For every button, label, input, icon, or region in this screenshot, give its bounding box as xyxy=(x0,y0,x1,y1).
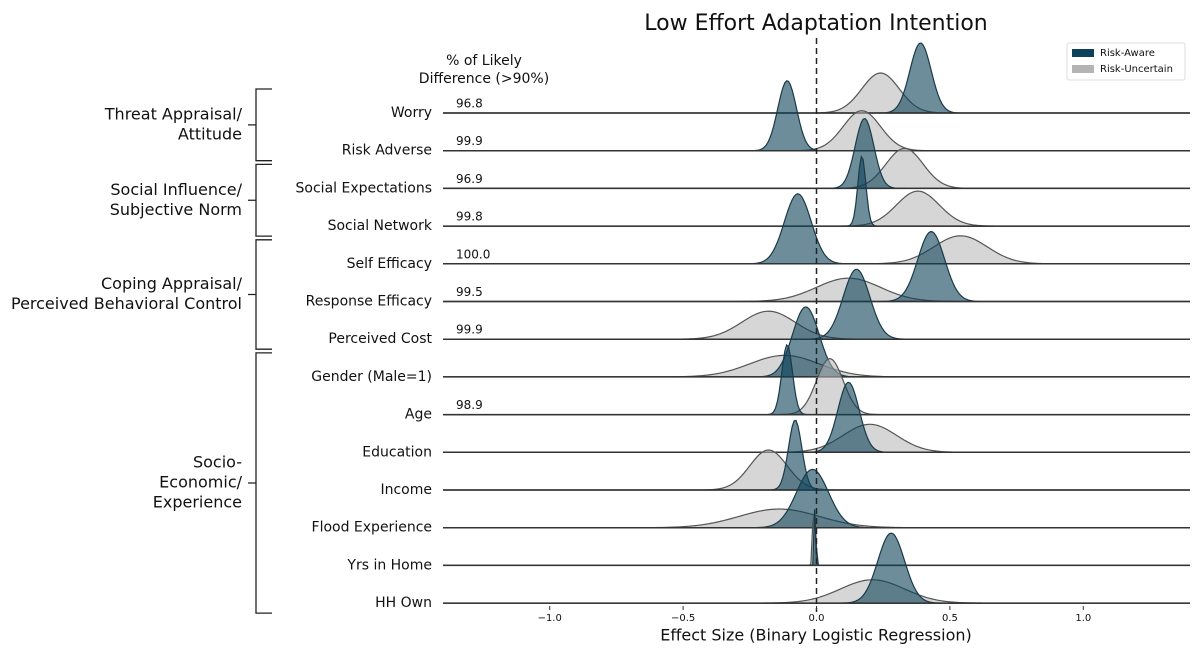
likely-difference-label: 98.9 xyxy=(456,398,483,412)
annotation-header: % of Likely xyxy=(446,53,522,69)
category-label: Flood Experience xyxy=(312,520,432,536)
group-bracket xyxy=(248,239,272,350)
likely-difference-label: 96.9 xyxy=(456,172,483,186)
category-label: Yrs in Home xyxy=(346,557,432,573)
legend-swatch xyxy=(1072,65,1094,73)
chart-title: Low Effort Adaptation Intention xyxy=(644,11,988,36)
category-label: Perceived Cost xyxy=(328,331,432,347)
legend-label: Risk-Uncertain xyxy=(1100,64,1173,75)
legend-frame xyxy=(1066,42,1186,81)
category-label: HH Own xyxy=(375,595,432,611)
category-label: Self Efficacy xyxy=(347,256,432,272)
category-label: Social Network xyxy=(328,218,433,234)
group-label: Attitude xyxy=(178,124,242,143)
likely-difference-label: 99.9 xyxy=(456,323,483,337)
likely-difference-label: 99.5 xyxy=(456,285,483,299)
legend-swatch xyxy=(1072,49,1094,57)
group-bracket xyxy=(248,88,272,162)
group-label: Threat Appraisal/ xyxy=(104,104,243,123)
group-label: Socio- xyxy=(193,453,242,472)
annotation-header: Difference (>90%) xyxy=(419,71,549,87)
legend-label: Risk-Aware xyxy=(1100,48,1155,59)
likely-difference-label: 100.0 xyxy=(456,247,490,261)
likely-difference-label: 99.8 xyxy=(456,210,483,224)
group-label: Subjective Norm xyxy=(110,200,242,219)
group-label: Experience xyxy=(153,493,242,512)
category-label: Education xyxy=(362,444,432,460)
x-tick-label: −1.0 xyxy=(538,613,562,624)
category-label: Gender (Male=1) xyxy=(311,369,432,385)
group-label: Coping Appraisal/ xyxy=(101,274,243,293)
likely-difference-label: 96.8 xyxy=(456,97,483,111)
category-label: Worry xyxy=(391,105,432,121)
group-bracket xyxy=(248,163,272,237)
category-label: Age xyxy=(405,407,432,423)
category-label: Risk Adverse xyxy=(342,143,432,159)
x-tick-label: 0.0 xyxy=(809,613,825,624)
x-tick-label: 1.0 xyxy=(1075,613,1091,624)
group-label: Social Influence/ xyxy=(110,180,242,199)
category-label: Income xyxy=(380,482,432,498)
x-tick-label: −0.5 xyxy=(671,613,695,624)
x-tick-label: 0.5 xyxy=(942,613,958,624)
x-axis-label: Effect Size (Binary Logistic Regression) xyxy=(660,626,972,645)
group-label: Economic/ xyxy=(159,473,242,492)
group-label: Perceived Behavioral Control xyxy=(11,294,242,313)
category-label: Response Efficacy xyxy=(306,294,432,310)
likely-difference-label: 99.9 xyxy=(456,134,483,148)
legend: Risk-Aware Risk-Uncertain xyxy=(1066,42,1186,81)
group-bracket xyxy=(248,352,272,614)
category-label: Social Expectations xyxy=(296,180,432,196)
